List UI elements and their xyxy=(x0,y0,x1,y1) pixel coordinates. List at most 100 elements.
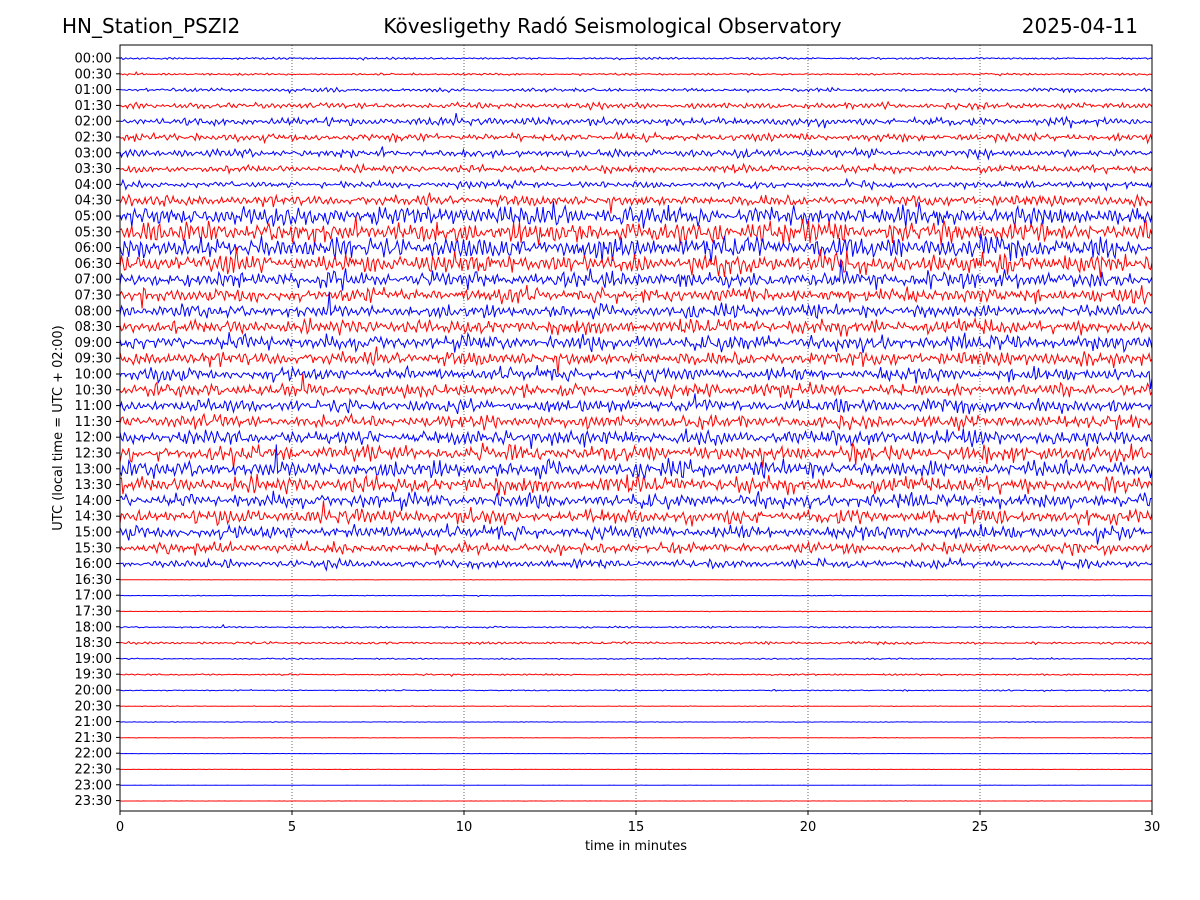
y-tick-label: 09:00 xyxy=(75,336,112,351)
trace-1100 xyxy=(119,393,1153,415)
y-tick-label: 14:30 xyxy=(75,510,112,525)
trace-1830 xyxy=(119,640,1153,646)
x-tick-label: 20 xyxy=(800,820,817,835)
y-tick-label: 21:30 xyxy=(75,731,112,746)
trace-2200 xyxy=(119,752,1153,755)
trace-0200 xyxy=(119,113,1153,129)
y-tick-label: 23:00 xyxy=(75,778,112,793)
trace-1430 xyxy=(119,500,1153,527)
y-tick-label: 22:30 xyxy=(75,763,112,778)
y-tick-label: 21:00 xyxy=(75,715,112,730)
trace-0930 xyxy=(119,346,1153,375)
trace-1330 xyxy=(119,473,1153,496)
y-tick-label: 15:00 xyxy=(75,526,112,541)
trace-1030 xyxy=(119,373,1153,400)
trace-0030 xyxy=(120,70,1153,77)
y-tick-label: 07:00 xyxy=(75,273,112,288)
trace-2030 xyxy=(119,705,1153,708)
y-tick-label: 13:00 xyxy=(75,462,112,477)
trace-1130 xyxy=(119,412,1153,432)
y-tick-label: 06:00 xyxy=(75,241,112,256)
trace-1000 xyxy=(119,364,1153,389)
y-axis-ticks: 00:0000:3001:0001:3002:0002:3003:0003:30… xyxy=(75,52,120,809)
y-tick-label: 05:30 xyxy=(75,225,112,240)
x-tick-label: 0 xyxy=(116,820,124,835)
trace-2000 xyxy=(119,689,1153,693)
y-axis-label: UTC (local time = UTC + 02:00) xyxy=(51,325,66,530)
y-tick-label: 04:30 xyxy=(75,194,112,209)
trace-1300 xyxy=(119,444,1153,480)
trace-1500 xyxy=(119,523,1153,545)
y-tick-label: 16:00 xyxy=(75,557,112,572)
y-tick-label: 02:00 xyxy=(75,115,112,130)
x-tick-label: 30 xyxy=(1144,820,1161,835)
trace-0500 xyxy=(119,201,1153,229)
trace-0830 xyxy=(119,316,1153,337)
station-name: HN_Station_PSZI2 xyxy=(62,14,241,38)
trace-0800 xyxy=(119,291,1153,320)
y-tick-label: 04:00 xyxy=(75,178,112,193)
trace-0600 xyxy=(119,233,1153,263)
y-tick-label: 03:00 xyxy=(75,146,112,161)
trace-0730 xyxy=(119,285,1153,309)
x-tick-label: 25 xyxy=(972,820,989,835)
y-tick-label: 16:30 xyxy=(75,573,112,588)
y-tick-label: 20:30 xyxy=(75,699,112,714)
y-tick-label: 18:30 xyxy=(75,636,112,651)
trace-0400 xyxy=(119,177,1153,192)
trace-1600 xyxy=(119,556,1153,572)
x-axis-ticks: 0 5 10 15 20 25 30 xyxy=(116,811,1160,835)
trace-1700 xyxy=(119,594,1153,598)
trace-1400 xyxy=(119,490,1152,511)
trace-0300 xyxy=(119,146,1153,161)
y-tick-label: 10:30 xyxy=(75,383,112,398)
trace-0630 xyxy=(119,247,1153,278)
trace-1730 xyxy=(120,610,1153,613)
y-tick-label: 01:00 xyxy=(75,83,112,98)
trace-2100 xyxy=(119,721,1153,723)
y-tick-label: 05:00 xyxy=(75,210,112,225)
y-tick-label: 15:30 xyxy=(75,541,112,556)
observatory-title: Kövesligethy Radó Seismological Observat… xyxy=(383,14,842,38)
x-tick-label: 5 xyxy=(288,820,296,835)
y-tick-label: 11:30 xyxy=(75,415,112,430)
trace-2130 xyxy=(119,736,1153,739)
trace-1530 xyxy=(119,539,1153,557)
y-tick-label: 19:30 xyxy=(75,668,112,683)
y-tick-label: 19:00 xyxy=(75,652,112,667)
y-tick-label: 23:30 xyxy=(75,794,112,809)
y-tick-label: 00:30 xyxy=(75,67,112,82)
y-tick-label: 08:30 xyxy=(75,320,112,335)
y-tick-label: 12:00 xyxy=(75,431,112,446)
grid-lines xyxy=(291,45,981,811)
trace-0530 xyxy=(119,215,1153,247)
y-tick-label: 02:30 xyxy=(75,131,112,146)
trace-1200 xyxy=(119,428,1153,449)
trace-1900 xyxy=(119,657,1153,661)
trace-1630 xyxy=(120,578,1152,581)
record-date: 2025-04-11 xyxy=(1021,14,1138,38)
trace-0700 xyxy=(119,260,1153,291)
y-tick-label: 00:00 xyxy=(75,52,112,67)
y-tick-label: 13:30 xyxy=(75,478,112,493)
y-tick-label: 17:00 xyxy=(75,589,112,604)
y-tick-label: 14:00 xyxy=(75,494,112,509)
y-tick-label: 18:00 xyxy=(75,620,112,635)
trace-2330 xyxy=(120,800,1153,802)
trace-0230 xyxy=(119,131,1153,145)
y-tick-label: 01:30 xyxy=(75,99,112,114)
trace-1930 xyxy=(119,673,1153,678)
trace-0430 xyxy=(119,192,1153,214)
trace-0130 xyxy=(119,100,1153,111)
y-tick-label: 17:30 xyxy=(75,605,112,620)
y-tick-label: 09:30 xyxy=(75,352,112,367)
trace-1800 xyxy=(119,623,1153,629)
trace-2230 xyxy=(119,768,1153,771)
trace-0000 xyxy=(119,56,1153,61)
x-tick-label: 10 xyxy=(456,820,473,835)
y-tick-label: 12:30 xyxy=(75,447,112,462)
y-tick-label: 10:00 xyxy=(75,368,112,383)
y-tick-label: 20:00 xyxy=(75,684,112,699)
x-tick-label: 15 xyxy=(628,820,645,835)
